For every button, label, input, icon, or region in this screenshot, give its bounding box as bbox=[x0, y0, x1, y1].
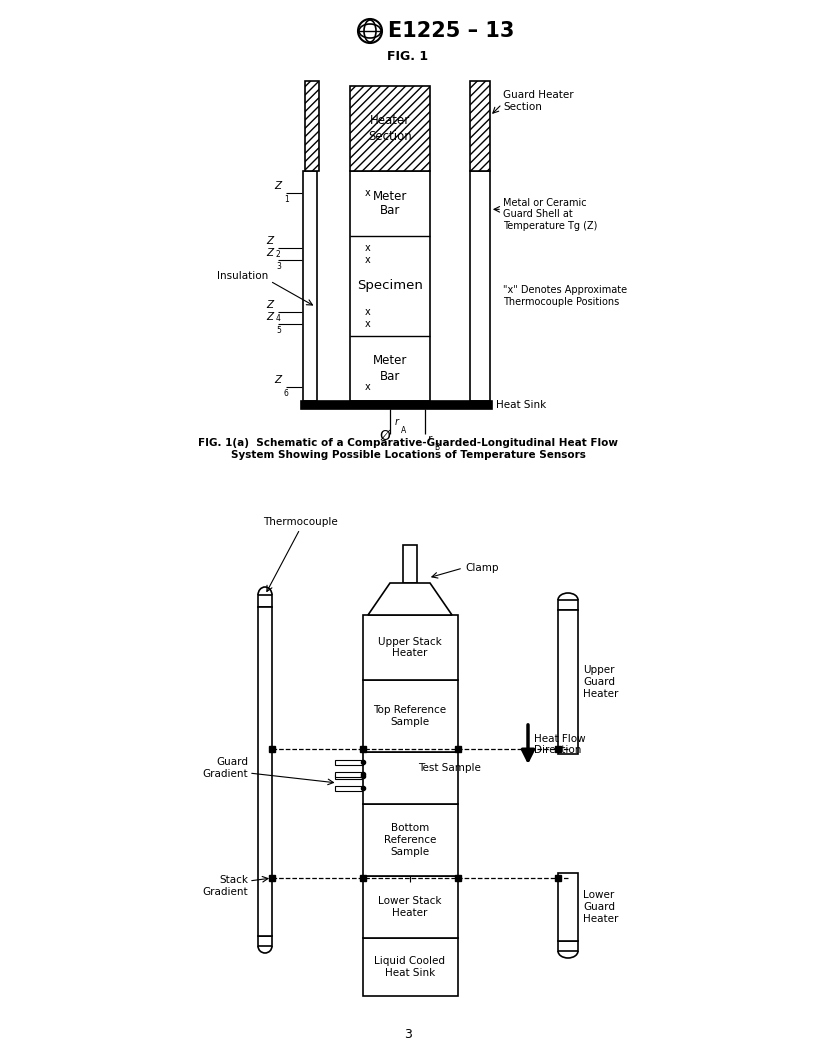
Text: E1225 – 13: E1225 – 13 bbox=[388, 21, 514, 41]
Text: x: x bbox=[365, 254, 371, 265]
Text: Meter
Bar: Meter Bar bbox=[373, 189, 407, 218]
Text: x: x bbox=[365, 382, 371, 392]
Text: Heater
Section: Heater Section bbox=[368, 114, 412, 143]
Text: 1: 1 bbox=[284, 195, 289, 204]
Bar bbox=[301, 401, 492, 409]
Text: Meter
Bar: Meter Bar bbox=[373, 355, 407, 382]
Text: Top Reference
Sample: Top Reference Sample bbox=[374, 705, 446, 727]
Text: Z: Z bbox=[274, 375, 282, 385]
Text: "x" Denotes Approximate
Thermocouple Positions: "x" Denotes Approximate Thermocouple Pos… bbox=[503, 285, 628, 307]
Text: Insulation: Insulation bbox=[217, 271, 268, 281]
Bar bbox=[258, 936, 272, 946]
Text: Z: Z bbox=[267, 300, 273, 310]
Text: x: x bbox=[365, 243, 371, 253]
Text: Upper Stack
Heater: Upper Stack Heater bbox=[378, 637, 442, 658]
Text: Lower Stack
Heater: Lower Stack Heater bbox=[379, 897, 441, 918]
Bar bbox=[335, 772, 362, 776]
Bar bbox=[362, 938, 458, 996]
Text: 5: 5 bbox=[276, 326, 281, 335]
Text: Guard
Gradient: Guard Gradient bbox=[202, 757, 248, 779]
Bar bbox=[558, 610, 578, 754]
Bar bbox=[305, 81, 319, 171]
Text: Guard Heater
Section: Guard Heater Section bbox=[503, 90, 574, 112]
Text: Z: Z bbox=[267, 248, 273, 258]
Text: A: A bbox=[401, 426, 406, 435]
Text: FIG. 1(a)  Schematic of a Comparative-Guarded-Longitudinal Heat Flow
System Show: FIG. 1(a) Schematic of a Comparative-Gua… bbox=[198, 438, 618, 459]
Bar bbox=[362, 680, 458, 752]
Bar bbox=[470, 171, 490, 401]
Bar bbox=[335, 786, 362, 791]
Bar bbox=[362, 876, 458, 938]
Text: Lower
Guard
Heater: Lower Guard Heater bbox=[583, 890, 619, 924]
Text: 3: 3 bbox=[404, 1027, 412, 1040]
Text: Stack
Gradient: Stack Gradient bbox=[202, 875, 248, 897]
Text: FIG. 1: FIG. 1 bbox=[388, 50, 428, 62]
Text: x: x bbox=[365, 319, 371, 329]
Bar bbox=[258, 595, 272, 607]
Bar bbox=[350, 86, 430, 171]
Text: x: x bbox=[365, 188, 371, 199]
Bar bbox=[303, 171, 317, 401]
Bar bbox=[558, 600, 578, 610]
Text: Z: Z bbox=[274, 181, 282, 191]
Bar bbox=[335, 773, 362, 778]
Text: 4: 4 bbox=[276, 314, 281, 323]
Bar bbox=[335, 759, 362, 765]
Text: B: B bbox=[434, 444, 439, 452]
Text: Clamp: Clamp bbox=[465, 563, 499, 573]
Text: Upper
Guard
Heater: Upper Guard Heater bbox=[583, 665, 619, 699]
Text: Heat Flow
Direction: Heat Flow Direction bbox=[534, 734, 586, 755]
Text: Specimen: Specimen bbox=[357, 280, 423, 293]
Text: Liquid Cooled
Heat Sink: Liquid Cooled Heat Sink bbox=[375, 956, 446, 978]
Bar bbox=[362, 804, 458, 876]
Bar bbox=[258, 607, 272, 936]
Text: Ø: Ø bbox=[379, 429, 390, 444]
Text: 3: 3 bbox=[276, 262, 281, 271]
Bar bbox=[470, 81, 490, 171]
Bar bbox=[558, 941, 578, 951]
Text: Test Sample: Test Sample bbox=[418, 763, 481, 773]
Text: r: r bbox=[428, 434, 432, 444]
Text: Bottom
Reference
Sample: Bottom Reference Sample bbox=[384, 824, 437, 856]
Text: 6: 6 bbox=[284, 389, 289, 398]
Text: x: x bbox=[365, 307, 371, 317]
Text: Heat Sink: Heat Sink bbox=[496, 400, 546, 410]
Bar bbox=[350, 171, 430, 401]
Text: r: r bbox=[395, 417, 399, 427]
Text: Z: Z bbox=[267, 312, 273, 322]
Bar bbox=[558, 873, 578, 941]
Text: Z: Z bbox=[267, 235, 273, 246]
Text: Metal or Ceramic
Guard Shell at
Temperature Tg (Z): Metal or Ceramic Guard Shell at Temperat… bbox=[503, 197, 597, 231]
Bar bbox=[362, 615, 458, 680]
Text: 2: 2 bbox=[276, 250, 281, 259]
Bar bbox=[362, 752, 458, 804]
Polygon shape bbox=[368, 583, 452, 615]
Bar bbox=[403, 545, 417, 583]
Text: Thermocouple: Thermocouple bbox=[263, 517, 337, 527]
Text: Force: Force bbox=[372, 86, 408, 99]
